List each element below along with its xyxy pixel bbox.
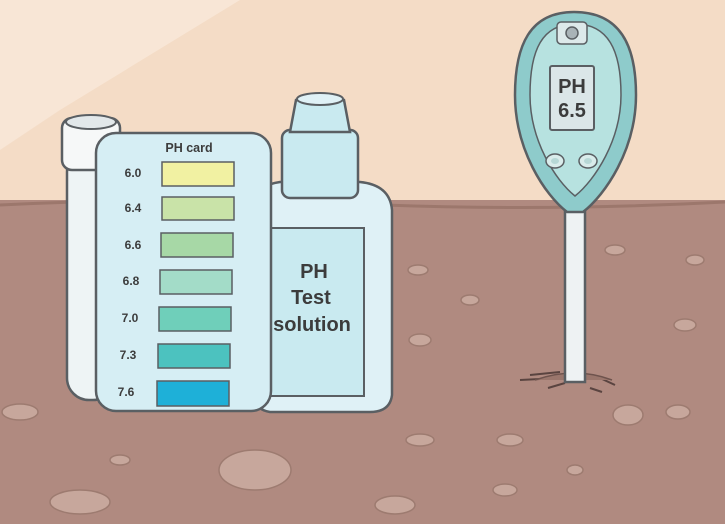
pebble bbox=[49, 489, 111, 515]
ph-scale-swatch bbox=[156, 380, 230, 407]
ph-scale-label: 6.0 bbox=[125, 166, 142, 180]
ph-scale-label: 7.0 bbox=[122, 311, 139, 325]
meter-display bbox=[549, 65, 595, 131]
ph-scale-label: 6.4 bbox=[125, 201, 142, 215]
meter-display-label: PH bbox=[558, 76, 586, 98]
pebble bbox=[673, 318, 697, 332]
pebble bbox=[109, 454, 131, 466]
bottle-label bbox=[267, 227, 365, 397]
pebble bbox=[612, 404, 644, 426]
ph-scale-swatch bbox=[158, 306, 232, 332]
ph-scale-label: 6.6 bbox=[125, 238, 142, 252]
meter-left-button[interactable] bbox=[545, 153, 565, 169]
pebble bbox=[407, 264, 429, 276]
meter-display-reading: 6.5 bbox=[558, 100, 586, 122]
pebble bbox=[496, 433, 524, 447]
meter-probe bbox=[563, 208, 587, 384]
ph-scale-swatch bbox=[157, 343, 231, 369]
meter-sensor-dot bbox=[565, 26, 579, 40]
pebble bbox=[566, 464, 584, 476]
bottle-cap-top bbox=[296, 92, 344, 106]
soil-pebbles bbox=[1, 244, 705, 515]
ph-card-title: PH card bbox=[165, 141, 212, 155]
test-tube-opening bbox=[65, 114, 117, 130]
pebble bbox=[405, 433, 435, 447]
ph-scale-label: 7.3 bbox=[120, 348, 137, 362]
pebble bbox=[460, 294, 480, 306]
ph-scale-label: 6.8 bbox=[123, 274, 140, 288]
pebble bbox=[604, 244, 626, 256]
pebble bbox=[492, 483, 518, 497]
bottle-label-line-3: solution bbox=[273, 314, 351, 336]
ph-scale-swatch bbox=[159, 269, 233, 295]
bottle-label-line-2: Test bbox=[291, 287, 331, 309]
pebble bbox=[408, 333, 432, 347]
ph-card: PH card 6.0 6.4 6.6 6.8 7.0 7.3 7.6 bbox=[94, 131, 273, 413]
test-solution-bottle: PH Test solution bbox=[253, 92, 394, 414]
ph-scale-swatch bbox=[161, 196, 235, 221]
bottle-label-line-1: PH bbox=[300, 261, 328, 283]
pebble bbox=[218, 449, 292, 491]
bottle-neck bbox=[280, 128, 360, 200]
ph-scale-swatch bbox=[160, 232, 234, 258]
ph-scale-swatch bbox=[161, 161, 235, 187]
ph-meter: PH 6.5 bbox=[513, 10, 638, 393]
meter-right-button[interactable] bbox=[578, 153, 598, 169]
pebble bbox=[685, 254, 705, 266]
pebble bbox=[665, 404, 691, 420]
pebble bbox=[1, 403, 39, 421]
pebble bbox=[374, 495, 416, 515]
wall-light-shape bbox=[0, 0, 240, 150]
ph-scale-label: 7.6 bbox=[118, 385, 135, 399]
